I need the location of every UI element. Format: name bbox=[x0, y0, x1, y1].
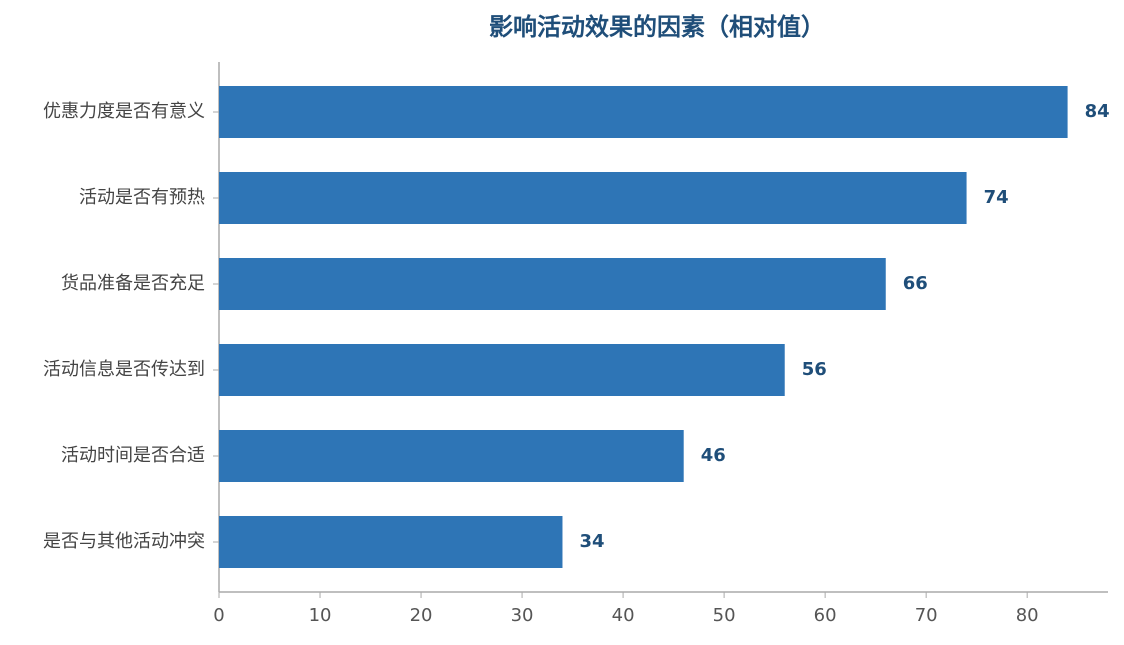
value-label: 74 bbox=[984, 187, 1009, 208]
x-tick-label: 0 bbox=[213, 605, 224, 626]
bar bbox=[219, 258, 886, 310]
value-label: 56 bbox=[802, 359, 827, 380]
bar bbox=[219, 430, 684, 482]
value-label: 46 bbox=[701, 445, 726, 466]
x-tick-label: 30 bbox=[511, 605, 534, 626]
y-tick-label: 活动是否有预热 bbox=[79, 187, 205, 208]
x-tick-label: 40 bbox=[612, 605, 635, 626]
bar bbox=[219, 344, 785, 396]
y-tick-label: 活动时间是否合适 bbox=[61, 445, 205, 466]
x-tick-label: 60 bbox=[814, 605, 837, 626]
x-tick-label: 20 bbox=[410, 605, 433, 626]
bar bbox=[219, 172, 967, 224]
value-label: 84 bbox=[1085, 101, 1110, 122]
y-tick-label: 货品准备是否充足 bbox=[61, 273, 205, 294]
x-tick-label: 70 bbox=[915, 605, 938, 626]
bar bbox=[219, 86, 1068, 138]
y-tick-label: 是否与其他活动冲突 bbox=[43, 531, 205, 552]
x-tick-label: 10 bbox=[309, 605, 332, 626]
x-tick-label: 80 bbox=[1016, 605, 1039, 626]
bar bbox=[219, 516, 563, 568]
value-label: 66 bbox=[903, 273, 928, 294]
chart-title: 影响活动效果的因素（相对值） bbox=[489, 13, 825, 41]
y-tick-label: 活动信息是否传达到 bbox=[43, 359, 205, 380]
x-tick-label: 50 bbox=[713, 605, 736, 626]
y-tick-label: 优惠力度是否有意义 bbox=[43, 101, 205, 122]
value-label: 34 bbox=[579, 531, 604, 552]
